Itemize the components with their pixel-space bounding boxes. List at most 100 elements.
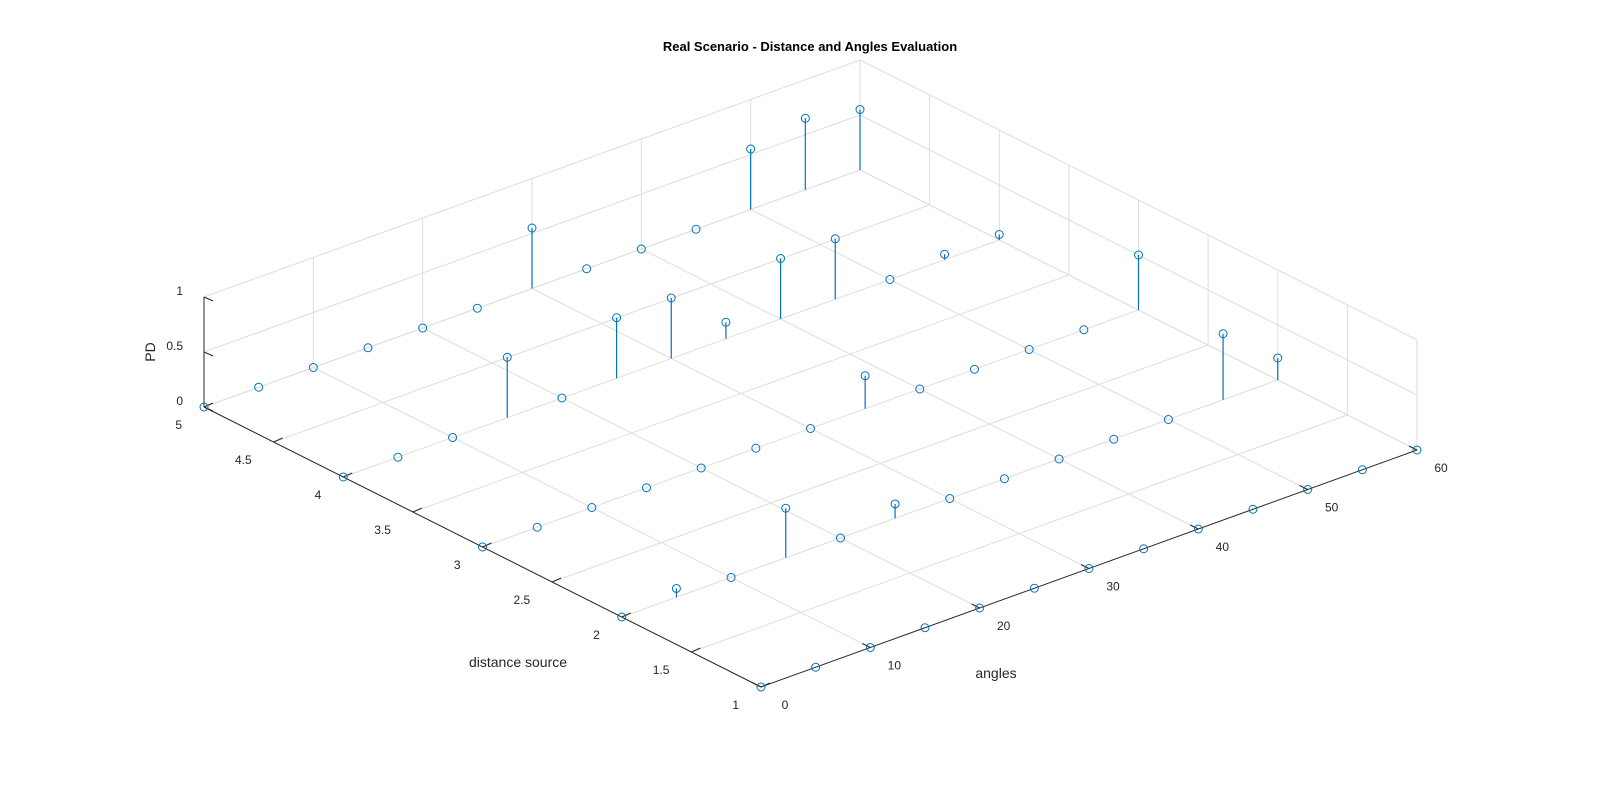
stem-marker [776, 254, 786, 263]
y-tick-mark [412, 507, 423, 513]
z-tick-label: 0 [176, 394, 183, 408]
stem-marker [781, 503, 791, 513]
z-axis-label: PD [142, 342, 158, 361]
stem-marker [860, 371, 870, 381]
stem-marker [726, 573, 736, 582]
y-tick-mark [203, 402, 214, 408]
stem-marker [338, 472, 348, 482]
floor-grid-line [412, 274, 1070, 513]
stem-marker [696, 463, 706, 473]
y-tick-label: 2.5 [513, 593, 530, 607]
stem-marker [254, 382, 264, 392]
stem-marker [811, 662, 821, 672]
stem-marker [472, 303, 482, 313]
stems-layer [199, 105, 1422, 692]
stem-marker [1193, 524, 1203, 534]
grid-layer [203, 59, 1418, 688]
z-tick-mark [203, 406, 214, 412]
floor-grid-line [482, 309, 1139, 548]
stem-marker [308, 363, 318, 372]
stem-marker [671, 583, 681, 593]
z-tick-mark [203, 351, 214, 357]
z-tick-label: 1 [176, 284, 183, 298]
stem-marker [1054, 454, 1064, 464]
stem-marker [478, 542, 487, 552]
y-tick-label: 5 [175, 418, 182, 432]
y-tick-mark [621, 612, 631, 618]
stem-marker [890, 499, 900, 509]
stem-marker [1412, 445, 1422, 455]
stem-marker [199, 402, 209, 412]
y-axis-label: distance source [469, 654, 567, 670]
stem-marker [940, 249, 950, 259]
stem-marker [1109, 434, 1119, 444]
y-tick-label: 3 [454, 558, 461, 572]
y-tick-label: 3.5 [374, 523, 391, 537]
stem-marker [970, 364, 979, 374]
chart-title: Real Scenario - Distance and Angles Eval… [663, 39, 957, 54]
stem-marker [920, 623, 930, 633]
stem-marker [363, 343, 373, 353]
stem-marker [666, 293, 676, 303]
stem-marker [502, 352, 512, 362]
x-axis-label: angles [975, 665, 1016, 681]
stem-marker [915, 384, 925, 394]
stem-marker [418, 323, 428, 333]
stem-marker [885, 275, 895, 284]
stem-marker [582, 264, 592, 274]
x-tick-label: 50 [1325, 501, 1339, 515]
stem-marker [945, 494, 955, 503]
stem-marker [1024, 345, 1034, 354]
stem-marker [393, 452, 403, 462]
side-wall-grid-line [859, 59, 1418, 341]
y-tick-mark [273, 437, 283, 443]
floor-grid-line [691, 414, 1348, 653]
y-tick-label: 4 [315, 488, 322, 502]
stem-marker [527, 223, 537, 233]
x-tick-label: 20 [997, 619, 1011, 633]
stem-marker [691, 224, 701, 234]
y-tick-mark [551, 577, 562, 583]
z-tick-label: 0.5 [166, 339, 183, 353]
y-tick-mark [691, 647, 701, 653]
stem-marker [532, 522, 542, 532]
stem-marker [1303, 485, 1313, 494]
stem-marker [1248, 504, 1258, 514]
stem-marker [800, 113, 810, 123]
stem-marker [751, 443, 761, 453]
stem-marker [1079, 325, 1089, 335]
stem-marker [1273, 353, 1283, 363]
stem-marker [557, 393, 567, 403]
y-tick-mark [760, 682, 771, 688]
stem-marker [975, 603, 985, 613]
stem-marker [448, 433, 458, 442]
stem-marker [721, 317, 731, 327]
stem-marker [830, 234, 840, 244]
stem-marker [865, 643, 875, 652]
stem-marker [1357, 465, 1367, 475]
y-tick-mark [343, 472, 353, 478]
stem-marker [746, 144, 756, 154]
stem-marker [806, 424, 815, 433]
stem-marker [835, 533, 845, 543]
stem-marker [756, 682, 766, 692]
y-tick-mark [482, 542, 492, 548]
stem-marker [1218, 329, 1228, 339]
z-tick-mark [203, 296, 214, 302]
floor-grid-line [551, 344, 1209, 583]
stem-marker [587, 503, 597, 512]
y-tick-label: 1 [732, 698, 739, 712]
stem-marker [1139, 544, 1149, 554]
stem-marker [612, 313, 622, 323]
x-tick-label: 30 [1106, 580, 1120, 594]
x-tick-label: 10 [888, 659, 902, 673]
stem-marker [617, 612, 627, 622]
stem-marker [1029, 583, 1039, 593]
stem-marker [999, 474, 1009, 484]
floor-grid-line [273, 204, 930, 443]
y-tick-label: 4.5 [235, 453, 252, 467]
stem-marker [1084, 564, 1094, 573]
